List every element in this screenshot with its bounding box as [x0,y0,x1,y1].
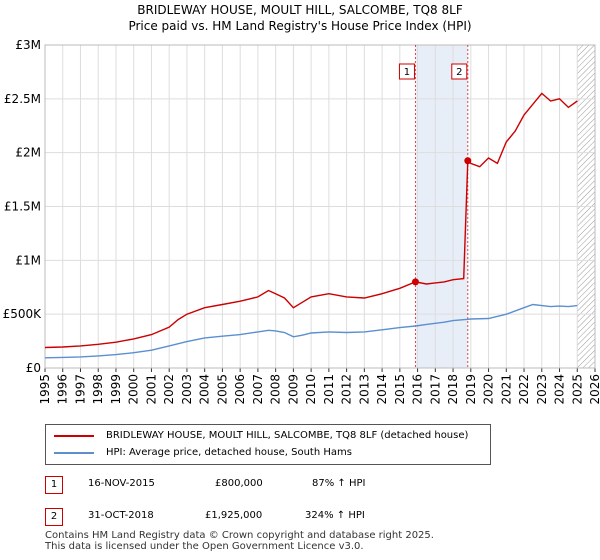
x-tick-label: 2025 [570,374,584,405]
legend-item-hpi: HPI: Average price, detached house, Sout… [54,447,352,458]
x-tick-label: 1999 [109,374,123,405]
x-tick-label: 2006 [233,374,247,405]
sale-label-text: 1 [404,67,410,78]
footer-line-1: Contains HM Land Registry data © Crown c… [45,530,434,541]
sale-label-box [398,63,415,80]
sale-point [411,278,419,286]
x-tick-label: 2000 [127,374,141,405]
y-tick-label: £500K [3,307,43,321]
footer-credit: Contains HM Land Registry data © Crown c… [45,530,434,552]
legend-label-hpi: HPI: Average price, detached house, Sout… [106,447,352,458]
plot-border [44,44,596,369]
property-price-line [44,92,578,349]
hpi-line [44,303,578,359]
x-tick-label: 2018 [446,374,460,405]
x-tick-label: 2010 [304,374,318,405]
x-tick-label: 2022 [517,374,531,405]
x-tick-label: 2014 [375,374,389,405]
x-tick-label: 2024 [553,374,567,405]
chart-subtitle: Price paid vs. HM Land Registry's House … [128,19,472,33]
x-tick-label: 2012 [340,374,354,405]
x-tick-label: 2016 [411,374,425,405]
y-tick-label: £3M [15,38,41,52]
x-tick-label: 2017 [428,374,442,405]
transaction-hpi: 324% ↑ HPI [305,510,365,521]
x-tick-label: 2013 [357,374,371,405]
x-tick-label: 1996 [56,374,70,405]
x-tick-label: 2002 [162,374,176,405]
x-tick-label: 2015 [393,374,407,405]
x-tick-label: 2008 [269,374,283,405]
y-tick-label: £2.5M [4,92,41,106]
x-tick-label: 2023 [535,374,549,405]
y-tick-label: £1M [15,253,41,267]
x-tick-label: 2019 [464,374,478,405]
legend-swatch-property [54,434,94,437]
x-tick-label: 2004 [198,374,212,405]
legend-label-property: BRIDLEWAY HOUSE, MOULT HILL, SALCOMBE, T… [106,430,469,441]
x-tick-label: 2026 [588,374,600,405]
legend-item-property: BRIDLEWAY HOUSE, MOULT HILL, SALCOMBE, T… [54,430,468,441]
y-tick-label: £2M [15,146,41,160]
x-tick-label: 1997 [73,374,87,405]
legend-swatch-hpi [54,451,94,454]
chart-title: BRIDLEWAY HOUSE, MOULT HILL, SALCOMBE, T… [137,3,463,17]
sale-point [464,157,472,165]
x-tick-label: 2005 [215,374,229,405]
transaction-price: £800,000 [215,478,263,489]
x-tick-label: 2021 [499,374,513,405]
price-chart: £0 £500K £1M £1.5M £2M £2.5M £3M 1995 1996 1997 19… [3,38,600,405]
y-tick-label: £1.5M [4,200,41,214]
x-tick-label: 2003 [180,374,194,405]
transaction-date: 31-OCT-2018 [88,510,154,521]
transaction-marker-2: 2 [45,508,63,526]
x-tick-label: 1995 [38,374,52,405]
transaction-hpi: 87% ↑ HPI [312,478,366,489]
x-tick-label: 2007 [251,374,265,405]
chart-legend: BRIDLEWAY HOUSE, MOULT HILL, SALCOMBE, T… [45,424,491,465]
transaction-marker-1: 1 [45,476,63,494]
transaction-date: 16-NOV-2015 [88,478,155,489]
x-tick-label: 1998 [91,374,105,405]
x-tick-label: 2009 [286,374,300,405]
transaction-price: £1,925,000 [205,510,263,521]
x-tick-label: 2011 [322,374,336,405]
y-tick-label: £0 [26,361,41,375]
sale-label-box [451,63,468,80]
x-tick-label: 2020 [482,374,496,405]
sale-label-text: 2 [456,67,462,78]
x-tick-label: 2001 [144,374,158,405]
footer-line-2: This data is licensed under the Open Gov… [45,541,364,552]
